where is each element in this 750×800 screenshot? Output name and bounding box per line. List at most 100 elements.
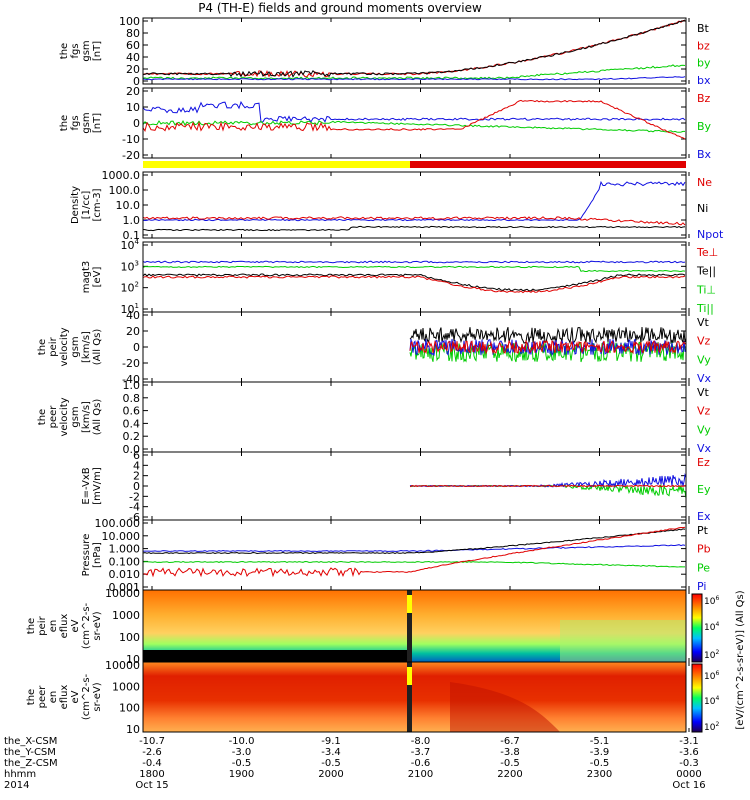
x-tick-value: -0.5 <box>321 758 341 769</box>
y-axis-label: [km/s] <box>81 401 92 433</box>
legend-pe: Pe <box>697 561 710 574</box>
y-tick-label: 101 <box>121 302 139 316</box>
legend-ni: Ni <box>697 202 708 215</box>
x-row-label: hhmm <box>4 769 36 780</box>
y-tick-label: 0.100 <box>109 555 141 568</box>
y-tick-label: -4 <box>129 501 140 514</box>
legend-npot: Npot <box>697 228 724 241</box>
panel-frame <box>142 171 687 239</box>
y-tick-label: 40 <box>126 51 140 64</box>
colorbar-tick: 106 <box>704 670 719 682</box>
y-tick-exponent: 4 <box>135 238 140 246</box>
y-axis-label: peir <box>37 615 48 635</box>
series-pb <box>142 526 686 578</box>
y-axis-label: Density <box>70 186 81 224</box>
y-axis-label: en <box>48 620 59 633</box>
legend-vx: Vx <box>697 442 712 455</box>
y-tick-label: 0.6 <box>123 405 141 418</box>
legend-bx: Bx <box>697 148 712 161</box>
colorbar-tick: 104 <box>704 695 719 707</box>
legend-vt: Vt <box>697 386 710 399</box>
legend-vz: Vz <box>697 335 711 348</box>
y-axis-label: magt3 <box>81 261 92 294</box>
y-tick-label: 104 <box>121 238 140 252</box>
x-tick-value: -3.1 <box>679 736 699 747</box>
y-axis-label: peir <box>48 336 59 356</box>
y-axis-label: (All Qs) <box>92 399 103 436</box>
x-row-label: the_Z-CSM <box>4 758 58 769</box>
y-axis-label: en <box>48 691 59 704</box>
legend-bx: bx <box>697 74 711 87</box>
series-teperp <box>142 275 686 294</box>
y-axis-label: [km/s] <box>81 331 92 363</box>
y-tick-label: 0.010 <box>109 568 141 581</box>
legend-by: by <box>697 57 711 70</box>
y-tick-label: 2 <box>133 470 140 483</box>
panel-6: 1.00.80.60.40.20.0 the peer velocity gsm [km/… <box>37 379 712 456</box>
y-tick-label: 0.8 <box>123 392 141 405</box>
y-axis-label: velocity <box>59 397 70 436</box>
x-tick-value: -10.7 <box>139 736 165 747</box>
y-tick-label: -6 <box>129 511 140 524</box>
y-axis-label: gsm <box>81 40 92 61</box>
colorbar-tick: 104 <box>704 621 719 633</box>
chart-title: P4 (TH-E) fields and ground moments over… <box>198 1 482 15</box>
series-tepar <box>142 260 686 264</box>
x-tick-value: 2200 <box>497 769 522 780</box>
x-tick-value: -9.1 <box>321 736 341 747</box>
y-axis-label: fgs <box>70 115 81 130</box>
y-tick-label: 1000.0 <box>102 169 141 182</box>
spectrogram-core <box>450 682 560 732</box>
x-tick-value: 2300 <box>587 769 612 780</box>
y-axis-label: E=-VxB <box>81 467 92 504</box>
colorbar-tick: 102 <box>704 649 719 661</box>
data-gap-marker <box>407 667 412 685</box>
y-tick-label: 100 <box>119 631 140 644</box>
y-tick-label: 1.0 <box>123 214 141 227</box>
panel-frame <box>142 17 687 85</box>
y-tick-label: 10.0 <box>116 199 141 212</box>
x-tick-value: -0.5 <box>232 758 252 769</box>
series-bz <box>142 99 686 140</box>
legend-bz: bz <box>697 39 710 52</box>
y-axis-label: eflux <box>59 685 70 710</box>
legend-te: Te⊥ <box>696 246 718 259</box>
y-axis-label: the <box>26 618 37 634</box>
legend-te: Te|| <box>696 265 716 278</box>
x-row-label: the_X-CSM <box>4 736 57 747</box>
spectrogram-region <box>560 620 686 662</box>
colorbar-tick-exponent: 2 <box>715 649 719 656</box>
y-tick-label: -20 <box>122 357 140 370</box>
y-axis-label: fgs <box>70 43 81 58</box>
x-tick-value: -2.6 <box>142 747 162 758</box>
y-tick-label: 100 <box>119 15 140 28</box>
y-axis-label: [nT] <box>92 41 103 61</box>
legend-ey: Ey <box>697 483 711 496</box>
y-tick-label: 0.0 <box>123 443 141 456</box>
y-tick-label: 0.2 <box>123 430 141 443</box>
y-tick-label: 80 <box>126 27 140 40</box>
x-row-label: 2014 <box>4 780 29 791</box>
y-tick-label: 0.1 <box>123 229 141 242</box>
x-tick-value: -3.6 <box>679 747 699 758</box>
y-tick-exponent: 1 <box>135 302 139 310</box>
legend-ex: Ex <box>697 510 711 523</box>
series-tepar-black <box>142 273 686 292</box>
x-tick-value: -0.5 <box>500 758 520 769</box>
mode-bar-fast <box>410 161 686 168</box>
y-axis-label: Pressure <box>81 534 92 577</box>
y-axis-label: (All Qs) <box>92 329 103 366</box>
series-pi <box>142 544 686 553</box>
series-npot <box>142 180 686 222</box>
y-axis-label: [cm-3] <box>92 188 103 221</box>
y-tick-label: 1000 <box>112 680 140 693</box>
y-axis-label: [eV] <box>92 267 103 288</box>
colorbar-tick-exponent: 6 <box>715 670 719 677</box>
colorbar-top <box>691 593 703 663</box>
y-tick-label: 20 <box>126 63 140 76</box>
series-vy <box>409 341 687 363</box>
y-tick-label: 100.000 <box>95 517 141 530</box>
mode-bar-slow <box>143 161 410 168</box>
spectrogram-electron <box>143 662 686 732</box>
